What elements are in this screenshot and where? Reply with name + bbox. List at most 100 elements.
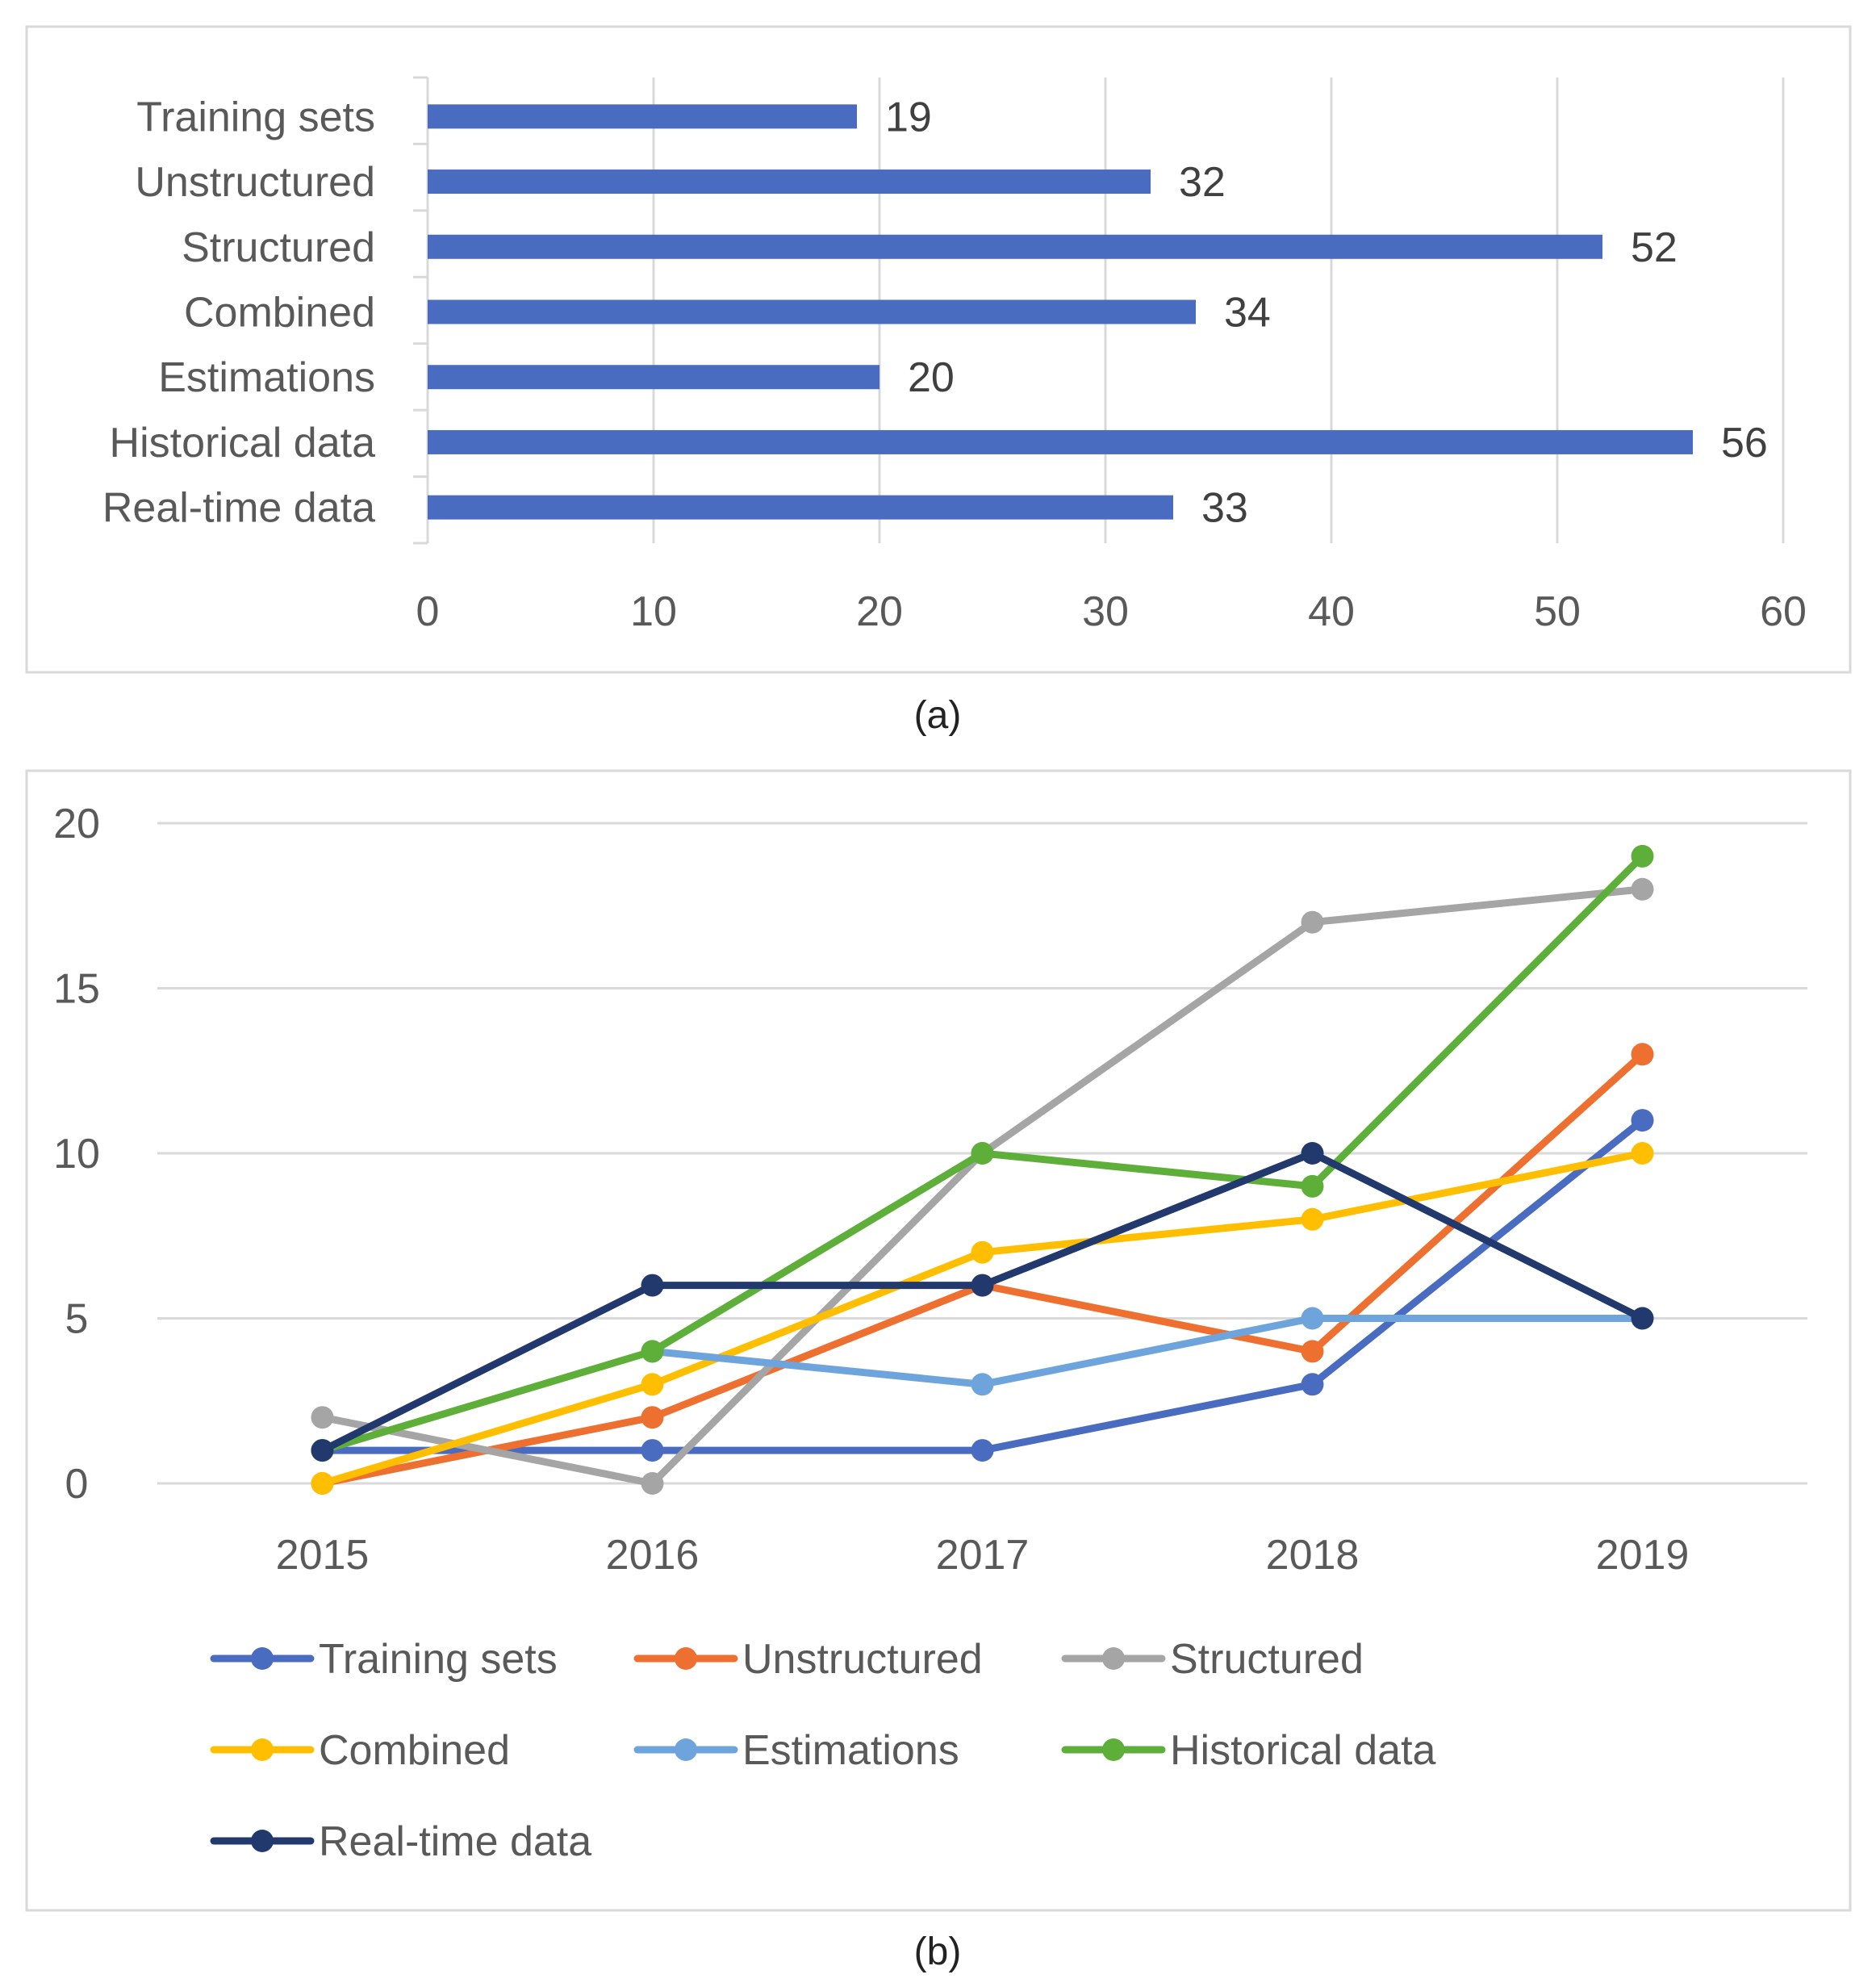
bar-chart-bars bbox=[428, 104, 1693, 520]
data-point-structured-2019 bbox=[1631, 877, 1654, 901]
data-point-training-sets-2019 bbox=[1631, 1109, 1654, 1132]
data-point-training-sets-2018 bbox=[1301, 1373, 1324, 1396]
data-point-structured-2015 bbox=[311, 1406, 334, 1429]
series-combined bbox=[311, 1142, 1654, 1495]
y-tick-label-20: 20 bbox=[53, 801, 100, 847]
x-tick-label-10: 10 bbox=[630, 588, 677, 635]
data-point-structured-2016 bbox=[641, 1472, 664, 1495]
data-point-real-time-data-2016 bbox=[641, 1274, 664, 1297]
bar-chart-category-labels: Training sets Unstructured Structured Combi… bbox=[102, 94, 375, 531]
data-point-structured-2018 bbox=[1301, 910, 1324, 934]
data-point-combined-2019 bbox=[1631, 1142, 1654, 1165]
y-tick-label-5: 5 bbox=[65, 1296, 89, 1343]
line-chart-y-tick-labels: 0 5 10 15 20 bbox=[53, 801, 100, 1508]
category-label-unstructured: Unstructured bbox=[135, 159, 375, 206]
caption-b: (b) bbox=[914, 1931, 962, 1973]
bar-unstructured bbox=[428, 169, 1151, 195]
legend-label-unstructured: Unstructured bbox=[742, 1636, 983, 1683]
category-label-historical-data: Historical data bbox=[110, 420, 376, 466]
category-label-combined: Combined bbox=[184, 290, 375, 337]
data-point-estimations-2018 bbox=[1301, 1307, 1324, 1330]
x-tick-label-2015: 2015 bbox=[276, 1532, 370, 1579]
data-point-training-sets-2016 bbox=[641, 1439, 664, 1462]
x-tick-label-40: 40 bbox=[1308, 588, 1355, 635]
data-point-unstructured-2018 bbox=[1301, 1340, 1324, 1363]
category-label-estimations: Estimations bbox=[158, 354, 375, 401]
y-tick-label-0: 0 bbox=[65, 1461, 89, 1508]
data-label-real-time-data: 33 bbox=[1201, 485, 1248, 532]
bar-chart-data-labels: 19 32 52 34 20 56 33 bbox=[885, 94, 1768, 531]
data-point-combined-2017 bbox=[971, 1240, 994, 1264]
bar-chart-gridlines bbox=[652, 77, 1785, 543]
legend-label-historical-data: Historical data bbox=[1170, 1727, 1436, 1774]
data-point-unstructured-2019 bbox=[1631, 1043, 1654, 1066]
bar-training-sets bbox=[428, 104, 857, 129]
data-point-real-time-data-2017 bbox=[971, 1274, 994, 1297]
line-chart-frame bbox=[25, 769, 1852, 1912]
data-label-unstructured: 32 bbox=[1179, 159, 1226, 206]
data-point-combined-2018 bbox=[1301, 1207, 1324, 1231]
legend-swatch-marker-real-time-data bbox=[251, 1830, 274, 1852]
line-chart-series bbox=[311, 844, 1654, 1495]
line-chart-x-tick-labels: 2015 2016 2017 2018 2019 bbox=[276, 1532, 1690, 1579]
x-tick-label-2018: 2018 bbox=[1266, 1532, 1360, 1579]
legend-label-estimations: Estimations bbox=[742, 1727, 959, 1774]
bar-chart-frame bbox=[25, 25, 1852, 674]
series-real-time-data bbox=[311, 1142, 1654, 1462]
legend-item-real-time-data: Real-time data bbox=[210, 1818, 591, 1865]
line-chart-legend: Training sets Unstructured Structured Combi… bbox=[210, 1636, 1436, 1865]
data-label-historical-data: 56 bbox=[1721, 420, 1768, 466]
data-point-estimations-2017 bbox=[971, 1373, 994, 1396]
data-point-real-time-data-2018 bbox=[1301, 1142, 1324, 1165]
data-point-historical-data-2017 bbox=[971, 1142, 994, 1165]
bar-chart-panel: 19 32 52 34 20 56 33 Training sets Unstructured… bbox=[25, 25, 1852, 674]
legend-swatch-marker-structured bbox=[1102, 1647, 1125, 1670]
legend-label-combined: Combined bbox=[319, 1727, 510, 1774]
x-tick-label-2019: 2019 bbox=[1596, 1532, 1690, 1579]
bar-combined bbox=[428, 299, 1196, 324]
x-tick-label-50: 50 bbox=[1534, 588, 1581, 635]
series-line-estimations bbox=[649, 1315, 1646, 1388]
y-tick-label-15: 15 bbox=[53, 966, 100, 1013]
line-chart-panel: 0 5 10 15 20 2015 2016 2017 2018 2019 Training s… bbox=[25, 769, 1852, 1912]
legend-swatch-marker-estimations bbox=[675, 1738, 697, 1761]
legend-swatch-marker-unstructured bbox=[675, 1647, 697, 1670]
legend-swatch-marker-training-sets bbox=[251, 1647, 274, 1670]
category-label-training-sets: Training sets bbox=[136, 94, 375, 140]
bar-structured bbox=[428, 234, 1602, 259]
x-tick-label-2016: 2016 bbox=[606, 1532, 700, 1579]
data-label-structured: 52 bbox=[1631, 224, 1678, 271]
bar-chart-x-tick-labels: 0 10 20 30 40 50 60 bbox=[416, 588, 1807, 635]
x-tick-label-0: 0 bbox=[416, 588, 440, 635]
category-label-real-time-data: Real-time data bbox=[102, 485, 375, 532]
category-label-structured: Structured bbox=[182, 224, 375, 271]
y-tick-label-10: 10 bbox=[53, 1131, 100, 1178]
legend-item-structured: Structured bbox=[1061, 1636, 1364, 1683]
legend-swatch-marker-historical-data bbox=[1102, 1738, 1125, 1761]
caption-a: (a) bbox=[914, 694, 962, 737]
x-tick-label-20: 20 bbox=[856, 588, 903, 635]
data-point-historical-data-2016 bbox=[641, 1340, 664, 1363]
data-label-training-sets: 19 bbox=[885, 94, 932, 140]
data-point-training-sets-2017 bbox=[971, 1439, 994, 1462]
legend-item-combined: Combined bbox=[210, 1727, 510, 1774]
series-training-sets bbox=[311, 1109, 1654, 1462]
legend-item-estimations: Estimations bbox=[633, 1727, 959, 1774]
data-point-real-time-data-2015 bbox=[311, 1439, 334, 1462]
x-tick-label-60: 60 bbox=[1760, 588, 1807, 635]
data-point-unstructured-2016 bbox=[641, 1406, 664, 1429]
x-tick-label-2017: 2017 bbox=[936, 1532, 1030, 1579]
data-point-real-time-data-2019 bbox=[1631, 1307, 1654, 1330]
x-tick-label-30: 30 bbox=[1082, 588, 1129, 635]
bar-real-time-data bbox=[428, 495, 1173, 520]
data-point-combined-2016 bbox=[641, 1373, 664, 1396]
legend-swatch-marker-combined bbox=[251, 1738, 274, 1761]
legend-label-structured: Structured bbox=[1170, 1636, 1364, 1683]
data-point-combined-2015 bbox=[311, 1472, 334, 1495]
data-label-combined: 34 bbox=[1224, 290, 1271, 337]
legend-label-training-sets: Training sets bbox=[319, 1636, 558, 1683]
bar-estimations bbox=[428, 365, 880, 390]
legend-item-unstructured: Unstructured bbox=[633, 1636, 983, 1683]
